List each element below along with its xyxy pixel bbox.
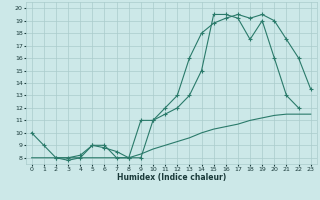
X-axis label: Humidex (Indice chaleur): Humidex (Indice chaleur) <box>116 173 226 182</box>
